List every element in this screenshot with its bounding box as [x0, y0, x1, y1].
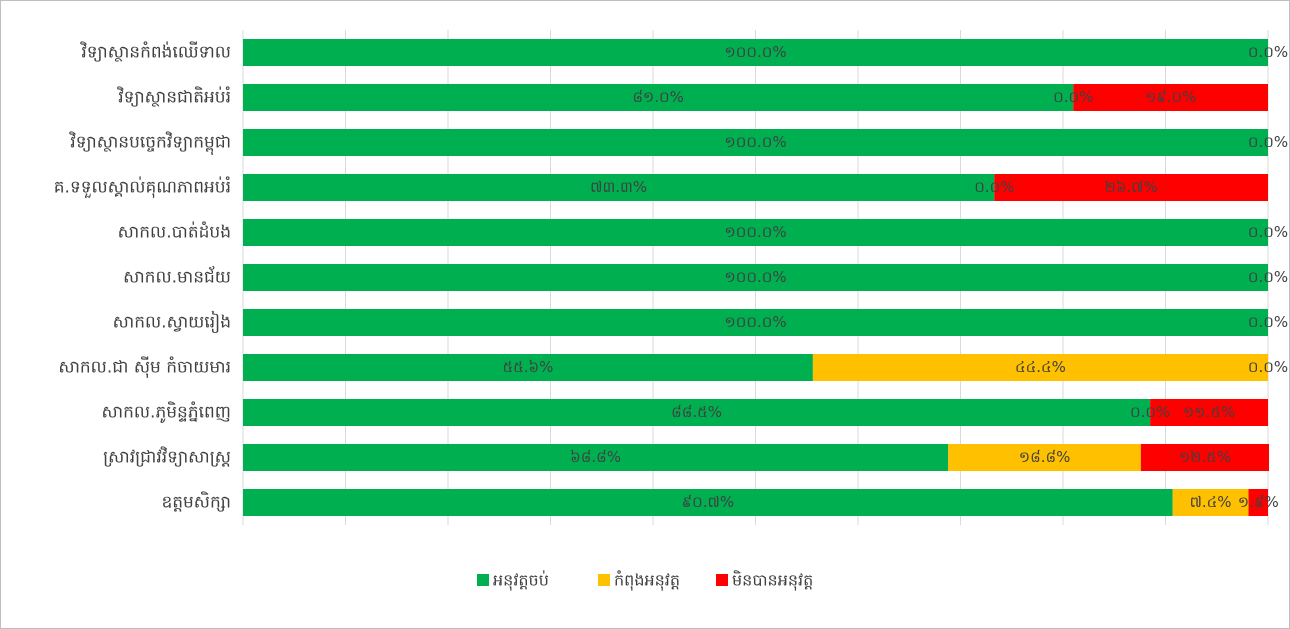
legend-label: អនុវត្តចប់: [493, 570, 549, 592]
value-label: ៦៨.៨%: [570, 448, 621, 466]
category-label: វិទ្យាស្ថានជាតិអប់រំ: [117, 86, 231, 108]
category-label: សាកល.ជា ស៊ីម កំចាយមារ: [58, 356, 231, 379]
value-label: ៨១.០%: [632, 88, 684, 106]
value-label: ០.០%: [974, 178, 1014, 196]
value-label: ១.៩%: [1238, 493, 1279, 511]
category-label: សាកល.បាត់ដំបង: [118, 221, 231, 243]
category-label: គ.ទទួលស្គាល់គុណភាពអប់រំ: [54, 176, 231, 199]
bar-segment: [1140, 444, 1270, 471]
category-label: វិទ្យាស្ថានបច្ចេកវិទ្យាកម្ពុជា: [69, 131, 231, 156]
category-label: សាកល.ភូមិន្ទភ្នំពេញ: [101, 401, 231, 424]
value-label: ១១.៥%: [1183, 403, 1235, 421]
bar-segment: [243, 444, 949, 471]
value-label: ៧.៤%: [1190, 493, 1232, 511]
bar-segment: [243, 489, 1173, 516]
value-label: ០.០%: [1053, 88, 1093, 106]
legend-label: កំពុងអនុវត្ត: [614, 570, 680, 592]
bar-segment: [994, 174, 1268, 201]
value-label: ១០០.០%: [724, 223, 786, 241]
bar-segment: [243, 309, 1268, 336]
legend-swatch: [477, 574, 489, 586]
value-label: ០.០%: [1248, 268, 1288, 286]
bar-segment: [812, 354, 1268, 381]
value-label: ០.០%: [1130, 403, 1170, 421]
bar-segment: [243, 39, 1268, 66]
value-label: ០.០%: [1248, 223, 1288, 241]
bar-segment: [1248, 489, 1268, 516]
value-label: ៤៤.៤%: [1015, 358, 1066, 376]
bar-segment: [948, 444, 1141, 471]
bar-segment: [1073, 84, 1268, 111]
bar-segment: [243, 174, 995, 201]
value-label: ០.០%: [1248, 133, 1288, 151]
value-label: ១០០.០%: [724, 313, 786, 331]
value-label: ៧៣.៣%: [590, 178, 647, 196]
value-label: ៩០.៧%: [682, 493, 735, 511]
bar-segment: [1150, 399, 1268, 426]
legend-swatch: [598, 574, 610, 586]
category-label: វិទ្យាស្ថានកំពង់ឈើទាល: [80, 41, 231, 63]
value-label: ១២.៥%: [1179, 448, 1231, 466]
category-label: សាកល.មានជ័យ: [123, 266, 231, 288]
category-label: ឧត្តមសិក្សា: [161, 491, 231, 513]
bar-segment: [243, 264, 1268, 291]
bar-segment: [243, 129, 1268, 156]
value-label: ៨៨.៥%: [671, 403, 722, 421]
value-label: ១៩.០%: [1145, 88, 1197, 106]
value-label: ២៦.៧%: [1105, 178, 1158, 196]
bar-segment: [1172, 489, 1249, 516]
bar-segment: [243, 399, 1151, 426]
value-label: ០.០%: [1248, 358, 1288, 376]
value-label: ១០០.០%: [724, 43, 786, 61]
value-label: ០.០%: [1248, 313, 1288, 331]
value-label: ១០០.០%: [724, 268, 786, 286]
bar-segment: [243, 354, 813, 381]
legend-swatch: [716, 574, 728, 586]
bar-segment: [243, 219, 1268, 246]
category-label: សាកល.ស្វាយរៀង: [113, 311, 231, 334]
value-label: ០.០%: [1248, 43, 1288, 61]
category-label: ស្រាវជ្រាវវិទ្យាសាស្ត្រ: [103, 446, 231, 468]
value-label: ១០០.០%: [724, 133, 786, 151]
legend-label: មិនបានអនុវត្ត: [732, 570, 813, 592]
value-label: ៥៥.៦%: [503, 358, 554, 376]
bar-segment: [243, 84, 1074, 111]
value-label: ១៨.៨%: [1019, 448, 1071, 466]
